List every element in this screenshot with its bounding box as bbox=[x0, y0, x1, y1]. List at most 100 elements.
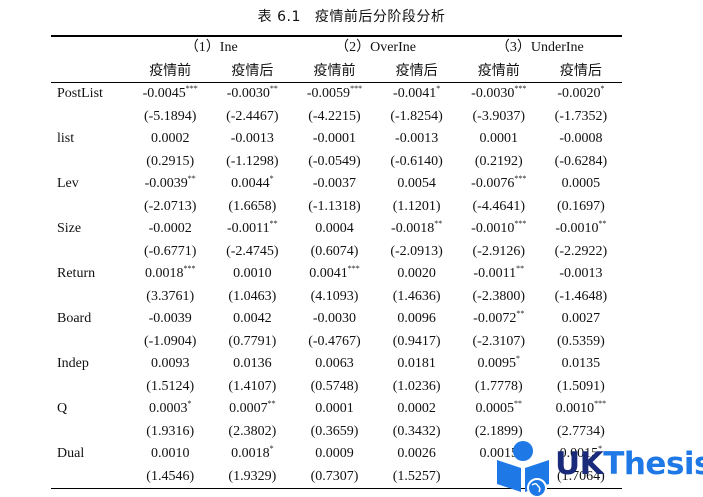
significance-stars: *** bbox=[514, 84, 527, 94]
group-header-overine: （2）OverIne bbox=[335, 40, 416, 56]
coefficient-value: 0.0054 bbox=[397, 176, 436, 192]
coefficient-value: 0.0001 bbox=[479, 131, 519, 147]
coefficient-cell: 0.0041*** bbox=[293, 263, 375, 286]
coefficient-value: -0.0039 bbox=[148, 311, 192, 327]
coef-row: Board -0.0039 0.0042 -0.0030 0.0096 -0.0072**… bbox=[51, 308, 622, 331]
subheader-post: 疫情后 bbox=[211, 59, 294, 83]
t-statistic: (1.7064) bbox=[539, 465, 622, 489]
coefficient-value: 0.0003 bbox=[148, 401, 188, 417]
t-statistic: (-4.2215) bbox=[308, 108, 361, 124]
t-statistic: (0.3659) bbox=[310, 423, 359, 439]
table-title: 疫情前后分阶段分析 bbox=[314, 9, 446, 25]
t-statistic: (1.9316) bbox=[146, 423, 195, 439]
coef-row: Return 0.0018*** 0.0010 0.0041*** 0.0020 -0.0… bbox=[51, 263, 622, 286]
coefficient-cell: -0.0059*** bbox=[293, 83, 375, 106]
coefficient-cell: 0.0010*** bbox=[540, 398, 622, 421]
t-statistic: (-2.0713) bbox=[143, 198, 197, 214]
significance-stars: * bbox=[436, 84, 441, 94]
significance-stars: * bbox=[516, 354, 520, 364]
coefficient-cell: 0.0010 bbox=[129, 443, 211, 466]
significance-stars: *** bbox=[183, 264, 196, 274]
coefficient-cell: -0.0041* bbox=[376, 83, 458, 106]
coefficient-value: 0.0041 bbox=[309, 266, 348, 282]
coefficient-cell: -0.0002 bbox=[129, 218, 211, 241]
coefficient-value: 0.0010 bbox=[233, 266, 272, 282]
coefficient-cell: -0.0020* bbox=[540, 83, 622, 106]
coefficient-value: 0.0002 bbox=[150, 131, 190, 147]
coefficient-cell: 0.0136 bbox=[211, 353, 293, 376]
coefficient-value: 0.0007 bbox=[229, 401, 268, 417]
coefficient-value: 0.0018 bbox=[231, 446, 270, 462]
t-stat-row: (-2.0713) (1.6658) (-1.1318) (1.1201) (-4.46… bbox=[51, 196, 622, 219]
t-statistic: (-1.4648) bbox=[554, 288, 608, 304]
t-statistic: (-2.9126) bbox=[472, 243, 526, 259]
t-stat-row: (-0.6771) (-2.4745) (0.6074) (-2.0913) (-2.9… bbox=[51, 241, 622, 264]
t-statistic: (1.5257) bbox=[375, 465, 458, 489]
coefficient-cell: -0.0018** bbox=[376, 218, 458, 241]
coefficient-cell: -0.0037 bbox=[293, 173, 375, 196]
significance-stars: *** bbox=[347, 264, 360, 274]
t-statistic: (1.6658) bbox=[228, 198, 277, 214]
subheader-pre: 疫情前 bbox=[293, 59, 376, 83]
coefficient-value: -0.0059 bbox=[306, 86, 351, 102]
t-statistic: (-0.4767) bbox=[308, 333, 361, 349]
coefficient-value: 0.0135 bbox=[561, 356, 601, 372]
t-statistic: (2.1899) bbox=[474, 423, 523, 439]
significance-stars: ** bbox=[269, 219, 278, 229]
t-statistic: (2.7734) bbox=[557, 423, 605, 439]
subheader-post: 疫情后 bbox=[539, 59, 622, 83]
t-statistic: (0.2192) bbox=[474, 153, 523, 169]
t-stat-row: (1.9316) (2.3802) (0.3659) (0.3432) (2.1899)… bbox=[51, 421, 622, 444]
coefficient-cell: 0.0018*** bbox=[129, 263, 211, 286]
significance-stars: ** bbox=[516, 264, 525, 274]
coefficient-cell: 0.0005** bbox=[458, 398, 540, 421]
significance-stars: *** bbox=[514, 219, 527, 229]
coefficient-cell: 0.0063 bbox=[293, 353, 375, 376]
t-statistic: (-2.0913) bbox=[390, 243, 443, 259]
coefficient-cell: -0.0001 bbox=[293, 128, 375, 151]
coefficient-value: 0.0042 bbox=[233, 311, 272, 327]
t-statistic: (-2.4745) bbox=[226, 243, 279, 259]
t-statistic: (-1.1298) bbox=[226, 153, 279, 169]
coefficient-value: -0.0002 bbox=[148, 221, 192, 237]
coefficient-cell: 0.0010 bbox=[211, 263, 293, 286]
variable-name: list bbox=[57, 131, 75, 147]
t-statistic: (-2.2922) bbox=[554, 243, 608, 259]
t-statistic: (-0.6771) bbox=[143, 243, 197, 259]
coefficient-value: -0.0010 bbox=[471, 221, 515, 237]
t-statistic: (-2.3107) bbox=[472, 333, 526, 349]
coefficient-cell: 0.0093 bbox=[129, 353, 211, 376]
ukthesis-watermark: UKThesis bbox=[493, 440, 703, 497]
variable-name: Return bbox=[57, 266, 96, 282]
t-statistic: (-4.4641) bbox=[472, 198, 526, 214]
coefficient-value: 0.0015 bbox=[559, 446, 599, 462]
coefficient-value: -0.0076 bbox=[471, 176, 515, 192]
coefficient-cell: 0.0042 bbox=[211, 308, 293, 331]
t-statistic: (1.4107) bbox=[228, 378, 277, 394]
significance-stars: ** bbox=[267, 399, 276, 409]
coefficient-cell: -0.0045*** bbox=[129, 83, 211, 106]
coefficient-cell: -0.0030** bbox=[211, 83, 293, 106]
t-statistic: (-0.6284) bbox=[554, 153, 608, 169]
coefficient-cell: -0.0013 bbox=[540, 263, 622, 286]
coefficient-cell: 0.0015 bbox=[458, 443, 540, 466]
coefficient-cell: 0.0044* bbox=[211, 173, 293, 196]
coefficient-value: -0.0030 bbox=[226, 86, 270, 102]
reader-globe-icon bbox=[497, 441, 549, 497]
t-statistic: (1.4546) bbox=[129, 465, 212, 489]
coefficient-value: -0.0037 bbox=[312, 176, 357, 192]
coefficient-cell: 0.0096 bbox=[376, 308, 458, 331]
t-statistic: (-1.8254) bbox=[390, 108, 443, 124]
coefficient-cell: -0.0039** bbox=[129, 173, 211, 196]
variable-name: Lev bbox=[57, 176, 79, 192]
significance-stars: *** bbox=[594, 399, 607, 409]
significance-stars: * bbox=[269, 174, 274, 184]
variable-name: Size bbox=[57, 221, 82, 237]
group-header-ine: （1）Ine bbox=[184, 40, 238, 56]
t-stat-row: (0.2915) (-1.1298) (-0.0549) (-0.6140) (0.21… bbox=[51, 151, 622, 174]
significance-stars: * bbox=[600, 84, 605, 94]
significance-stars: ** bbox=[598, 219, 607, 229]
t-statistic: (3.3761) bbox=[146, 288, 195, 304]
regression-table: （1）Ine （2）OverIne （3）UnderIne 疫情前 疫情后 疫情… bbox=[51, 35, 622, 489]
t-statistic: (-1.0904) bbox=[143, 333, 197, 349]
